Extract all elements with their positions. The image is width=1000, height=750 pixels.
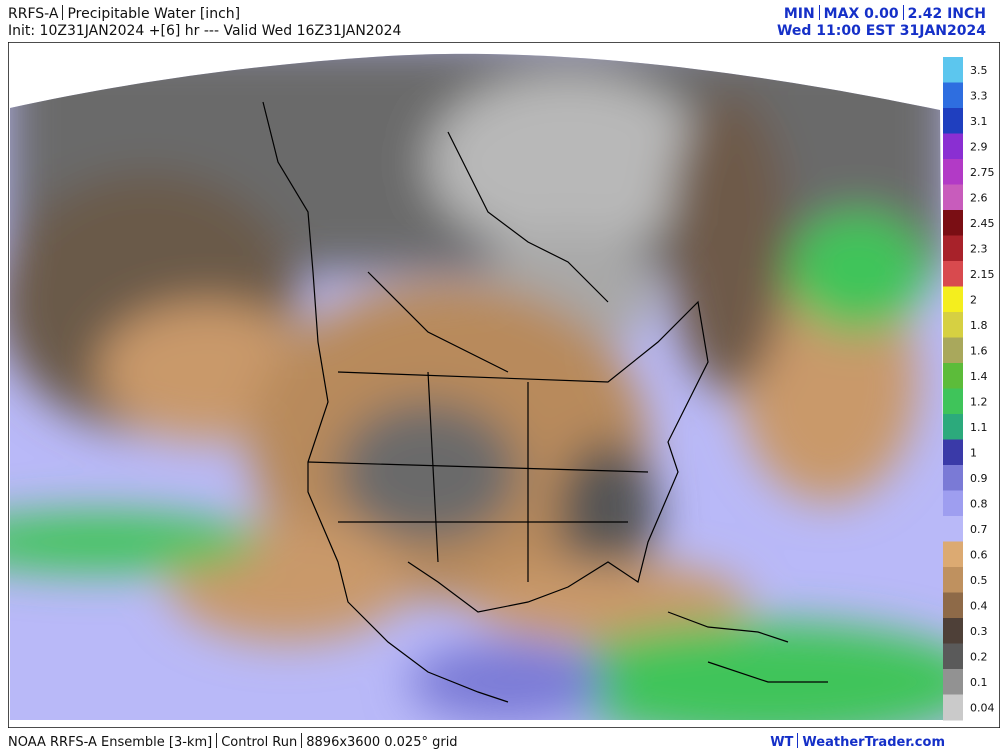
- colorbar-label: 2.9: [970, 140, 988, 153]
- colorbar-label: 0.2: [970, 650, 988, 663]
- max-label: MAX 0.00: [823, 6, 899, 22]
- colorbar-label: 0.7: [970, 523, 988, 536]
- colorbar-swatch: [943, 108, 963, 134]
- valid-local: Wed 11:00 EST 31JAN2024: [776, 23, 986, 39]
- colorbar-swatch: [943, 184, 963, 211]
- colorbar-swatch: [943, 465, 963, 491]
- colorbar-swatch: [943, 414, 963, 440]
- colorbar-label: 3.5: [970, 64, 988, 77]
- map: 3.5 3.3 3.1 2.9 2.75 2.6 2.45 2.3 2.15 2 1.8 1.6 1.4…: [8, 42, 1000, 728]
- colorbar-label: 1: [970, 446, 977, 459]
- footer-right: WT WeatherTrader.com: [770, 733, 945, 750]
- colorbar-swatch: [943, 261, 963, 287]
- colorbar-swatch: [943, 490, 963, 517]
- colorbar-label: 1.1: [970, 421, 988, 434]
- colorbar-label: 0.4: [970, 599, 988, 612]
- colorbar-swatch: [943, 133, 963, 160]
- header-right: MIN MAX 0.00 2.42 INCH Wed 11:00 EST 31JAN…: [777, 5, 986, 40]
- min-label: MIN: [783, 6, 815, 22]
- colorbar-label: 0.1: [970, 676, 988, 689]
- colorbar-swatch: [943, 210, 963, 236]
- colorbar-swatch: [943, 439, 963, 466]
- colorbar-label: 0.3: [970, 625, 988, 638]
- init-time: Init: 10Z31JAN2024 +[6] hr --- Valid Wed…: [8, 23, 402, 39]
- colorbar-swatch: [943, 57, 963, 83]
- colorbar-swatch: [943, 541, 963, 568]
- colorbar-swatch: [943, 337, 963, 364]
- colorbar-swatch: [943, 312, 963, 338]
- colorbar-swatch: [943, 388, 963, 415]
- colorbar-swatch: [943, 592, 963, 619]
- colorbar-label: 2.6: [970, 191, 988, 204]
- colorbar-swatch: [943, 159, 963, 185]
- colorbar-label: 1.6: [970, 344, 988, 357]
- field: [10, 53, 945, 720]
- model-name: RRFS-A: [8, 6, 59, 22]
- colorbar-label: 0.9: [970, 472, 988, 485]
- range-max: 2.42 INCH: [907, 6, 986, 22]
- colorbar-label: 1.4: [970, 370, 988, 383]
- colorbar-label: 0.04: [970, 701, 995, 714]
- colorbar-label: 0.6: [970, 548, 988, 561]
- colorbar-swatch: [943, 694, 963, 721]
- brand: WT: [770, 735, 794, 750]
- run: Control Run: [221, 735, 298, 750]
- colorbar-label: 2.3: [970, 242, 988, 255]
- map-title: Precipitable Water [inch]: [67, 6, 241, 22]
- grid-info: 8896x3600 0.025° grid: [306, 735, 458, 750]
- colorbar-label: 2.75: [970, 166, 995, 179]
- colorbar-swatch: [943, 363, 963, 389]
- colorbar-label: 2: [970, 293, 977, 306]
- colorbar-label: 2.15: [970, 268, 995, 281]
- colorbar-label: 0.8: [970, 497, 988, 510]
- colorbar-swatch: [943, 618, 963, 644]
- colorbar-swatch: [943, 669, 963, 695]
- footer-left: NOAA RRFS-A Ensemble [3-km] Control Run 88…: [8, 733, 458, 750]
- colorbar-label: 1.2: [970, 395, 988, 408]
- colorbar-swatch: [943, 567, 963, 593]
- header-left: RRFS-A Precipitable Water [inch] Init: 10…: [8, 5, 401, 40]
- colorbar-swatch: [943, 516, 963, 542]
- colorbar-swatch: [943, 235, 963, 262]
- colorbar-swatch: [943, 286, 963, 313]
- colorbar-label: 0.5: [970, 574, 988, 587]
- site[interactable]: WeatherTrader.com: [802, 735, 945, 750]
- source: NOAA RRFS-A Ensemble [3-km]: [8, 735, 213, 750]
- colorbar-label: 2.45: [970, 217, 995, 230]
- colorbar: 3.5 3.3 3.1 2.9 2.75 2.6 2.45 2.3 2.15 2 1.8 1.6 1.4…: [943, 57, 995, 721]
- colorbar-label: 3.1: [970, 115, 988, 128]
- colorbar-label: 1.8: [970, 319, 988, 332]
- colorbar-swatch: [943, 643, 963, 670]
- colorbar-swatch: [943, 82, 963, 109]
- colorbar-label: 3.3: [970, 89, 988, 102]
